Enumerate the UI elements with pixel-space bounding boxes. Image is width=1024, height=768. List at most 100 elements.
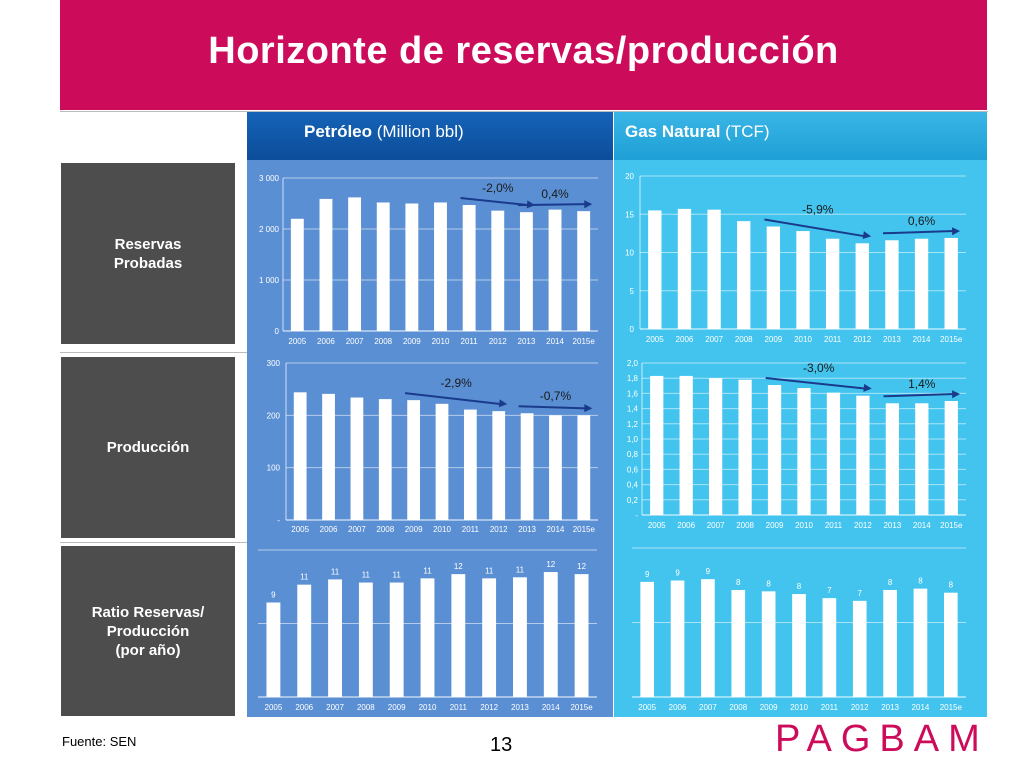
y-tick-label: 1 000 <box>259 276 280 285</box>
bar <box>491 210 505 331</box>
page-title: Horizonte de reservas/producción <box>208 30 839 72</box>
x-tick-label: 2011 <box>824 335 842 344</box>
x-tick-label: 2008 <box>735 335 753 344</box>
data-label: 11 <box>423 566 432 575</box>
oil-header-bold: Petróleo <box>304 122 373 141</box>
y-tick-label: 1,6 <box>627 389 639 398</box>
gas-column-header: Gas Natural (TCF) <box>614 112 987 160</box>
data-label: 12 <box>454 562 463 571</box>
x-tick-label: 2006 <box>676 335 694 344</box>
trend-annotation: 1,4% <box>908 377 936 391</box>
bar <box>463 409 477 520</box>
x-tick-label: 2010 <box>790 703 808 712</box>
x-tick-label: 2006 <box>669 703 687 712</box>
x-tick-label: 2005 <box>291 525 309 534</box>
trend-arrow-head <box>498 399 508 408</box>
x-tick-label: 2007 <box>705 335 723 344</box>
data-label: 7 <box>858 589 863 598</box>
trend-arrow-head <box>584 404 593 413</box>
bar <box>797 388 811 515</box>
trend-arrow <box>405 392 502 406</box>
data-label: 9 <box>706 567 711 576</box>
bar <box>701 579 715 697</box>
x-tick-label: 2011 <box>462 525 480 534</box>
y-tick-label: 100 <box>267 464 281 473</box>
bar <box>358 582 373 697</box>
bar <box>293 392 307 520</box>
bar <box>648 210 662 329</box>
bar <box>266 602 281 697</box>
x-tick-label: 2011 <box>821 703 839 712</box>
x-tick-label: 2013 <box>511 703 529 712</box>
bar <box>378 399 392 520</box>
bar <box>944 401 958 515</box>
x-tick-label: 2009 <box>405 525 423 534</box>
row-label-ratio: Ratio Reservas/ Producción (por año) <box>61 546 235 716</box>
divider <box>60 352 247 353</box>
x-tick-label: 2011 <box>825 521 843 530</box>
bar <box>943 592 958 697</box>
trend-annotation: 0,6% <box>908 214 936 228</box>
bar <box>574 574 589 697</box>
bar <box>482 578 497 697</box>
bar <box>885 240 899 329</box>
x-tick-label: 2009 <box>764 335 782 344</box>
trend-arrow <box>882 229 955 235</box>
bar <box>577 415 591 520</box>
x-tick-label: 2014 <box>542 703 560 712</box>
bar <box>856 395 870 515</box>
x-tick-label: 2005 <box>648 521 666 530</box>
y-tick-label: - <box>635 511 638 520</box>
oil-column-header: Petróleo (Million bbl) <box>247 112 613 160</box>
bar <box>913 588 928 697</box>
x-tick-label: 2012 <box>490 525 508 534</box>
trend-arrow-head <box>951 227 961 236</box>
x-tick-label: 2015e <box>573 525 596 534</box>
x-tick-label: 2015e <box>570 703 593 712</box>
bar <box>420 578 435 697</box>
bar <box>944 237 958 329</box>
bar <box>577 211 591 331</box>
bar <box>825 238 840 329</box>
bar <box>738 379 752 515</box>
x-tick-label: 2007 <box>699 703 717 712</box>
x-tick-label: 2009 <box>766 521 784 530</box>
x-tick-label: 2013 <box>883 335 901 344</box>
x-tick-label: 2010 <box>433 525 451 534</box>
x-tick-label: 2011 <box>450 703 468 712</box>
bar <box>492 411 506 520</box>
x-tick-label: 2007 <box>348 525 366 534</box>
bar <box>852 600 867 697</box>
bar <box>319 198 333 331</box>
x-tick-label: 2006 <box>320 525 338 534</box>
bar <box>792 594 806 697</box>
bar <box>885 403 899 515</box>
x-tick-label: 2008 <box>374 337 392 346</box>
trend-arrow <box>517 203 587 207</box>
data-label: 8 <box>736 578 741 587</box>
x-tick-label: 2006 <box>317 337 335 346</box>
y-tick-label: - <box>277 516 280 525</box>
trend-arrow <box>460 197 530 207</box>
bar <box>513 577 527 697</box>
trend-arrow <box>518 405 587 410</box>
y-tick-label: 0,6 <box>627 465 639 474</box>
bar <box>761 591 776 697</box>
x-tick-label: 2012 <box>851 703 869 712</box>
bar <box>405 203 419 331</box>
x-tick-label: 2014 <box>913 335 931 344</box>
data-label: 11 <box>300 573 309 582</box>
bar <box>290 218 304 331</box>
data-label: 7 <box>827 586 832 595</box>
data-label: 8 <box>888 578 893 587</box>
x-tick-label: 2010 <box>432 337 450 346</box>
x-tick-label: 2015e <box>940 335 963 344</box>
trend-arrow <box>883 393 955 398</box>
bar <box>826 392 841 515</box>
bar <box>855 243 869 329</box>
x-tick-label: 2010 <box>795 521 813 530</box>
x-tick-label: 2013 <box>518 337 536 346</box>
data-label: 8 <box>918 577 923 586</box>
data-label: 11 <box>485 566 494 575</box>
